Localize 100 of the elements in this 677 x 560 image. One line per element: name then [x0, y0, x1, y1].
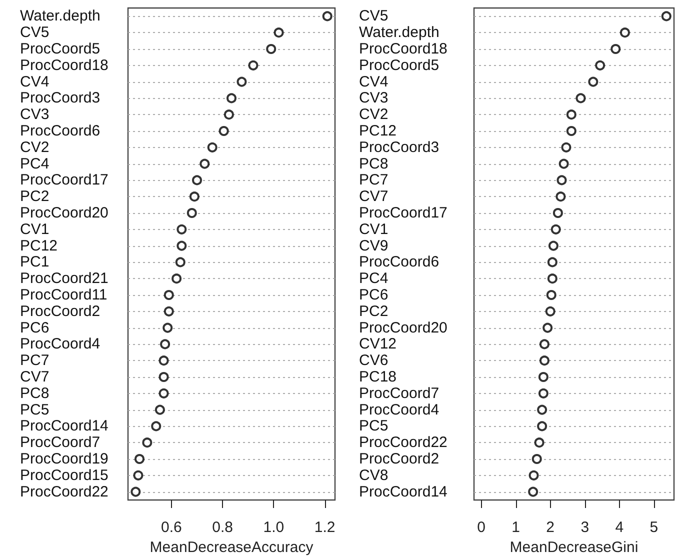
point [154, 404, 165, 415]
point [550, 224, 560, 234]
y-tick-label: CV9 [358, 237, 388, 254]
point [555, 192, 566, 202]
point [274, 28, 284, 38]
point [552, 208, 562, 218]
y-tick-label: PC8 [20, 384, 50, 402]
point [176, 240, 187, 251]
y-tick-label: ProcCoord11 [20, 286, 108, 304]
y-tick-label: ProcCoord5 [358, 56, 439, 74]
y-tick-label: CV4 [20, 73, 50, 90]
y-tick-label: ProcCoord5 [20, 40, 100, 58]
y-tick-label: ProcCoord21 [20, 270, 108, 288]
y-tick-label: ProcCoord20 [20, 204, 108, 222]
x-tick-label: 4 [614, 519, 624, 536]
y-tick-label: CV7 [20, 368, 50, 386]
y-tick-label: CV2 [20, 138, 50, 156]
y-tick-label: CV6 [358, 352, 388, 370]
point [538, 356, 549, 366]
point [538, 339, 549, 350]
point [546, 257, 557, 268]
point [186, 208, 197, 218]
y-tick-label: ProcCoord7 [20, 434, 100, 452]
y-tick-label: PC8 [358, 155, 388, 172]
point [322, 11, 332, 22]
point [544, 306, 555, 316]
y-tick-label: PC5 [358, 418, 388, 435]
point [172, 274, 182, 284]
x-tick-label: 1.2 [314, 519, 336, 536]
point [164, 306, 174, 316]
y-tick-label: ProcCoord6 [20, 122, 100, 140]
point [218, 126, 229, 136]
x-tick-label: 0.8 [212, 519, 233, 536]
y-tick-label: CV3 [358, 90, 388, 107]
y-tick-label: ProcCoord2 [20, 302, 100, 320]
y-tick-label: PC2 [358, 302, 388, 320]
point [546, 290, 556, 300]
y-tick-label: ProcCoord14 [358, 483, 447, 500]
y-tick-label: PC7 [20, 352, 50, 370]
point [248, 60, 258, 70]
point [266, 44, 276, 54]
y-tick-label: ProcCoord6 [358, 254, 439, 271]
point [224, 110, 234, 120]
y-tick-label: CV7 [358, 188, 388, 206]
point [534, 438, 544, 448]
y-tick-label: CV1 [20, 220, 50, 238]
y-tick-label: PC6 [358, 286, 388, 304]
y-tick-label: ProcCoord15 [20, 466, 108, 484]
point [200, 158, 210, 169]
point [134, 454, 144, 464]
y-tick-label: CV4 [358, 73, 388, 90]
point [594, 60, 605, 70]
point [546, 274, 557, 284]
x-tick-label: 3 [580, 519, 589, 536]
point [162, 322, 173, 333]
point [176, 224, 187, 234]
point [207, 142, 218, 152]
x-tick-label: 2 [546, 519, 554, 536]
y-tick-label: ProcCoord19 [20, 450, 108, 468]
point [528, 486, 538, 497]
y-tick-label: PC2 [20, 188, 50, 206]
point [588, 76, 598, 87]
point [133, 470, 144, 480]
y-tick-label: ProcCoord18 [20, 56, 108, 74]
point [619, 28, 630, 38]
point [528, 470, 538, 480]
y-tick-label: ProcCoord2 [358, 450, 439, 468]
point [236, 76, 247, 87]
y-tick-label: ProcCoord22 [20, 483, 108, 500]
point [536, 421, 547, 432]
point [560, 142, 571, 152]
y-tick-label: PC5 [20, 401, 50, 418]
y-tick-label: PC12 [20, 237, 58, 254]
y-tick-label: Water.depth [20, 8, 100, 25]
y-tick-label: ProcCoord3 [358, 138, 439, 156]
y-tick-label: PC18 [358, 368, 396, 386]
y-tick-label: ProcCoord22 [358, 434, 447, 452]
point [660, 11, 671, 22]
point [164, 290, 174, 300]
point [175, 257, 186, 268]
point [566, 110, 576, 120]
point [151, 421, 162, 432]
point [160, 339, 170, 350]
x-axis-title: MeanDecreaseAccuracy [150, 539, 314, 556]
y-tick-label: PC12 [358, 122, 396, 140]
point [542, 322, 552, 333]
point [566, 126, 576, 136]
y-tick-label: CV3 [20, 106, 50, 124]
point [130, 486, 141, 497]
point [556, 175, 566, 186]
point [189, 192, 200, 202]
y-tick-label: CV5 [20, 24, 50, 42]
x-tick-label: 1.0 [263, 519, 284, 536]
y-tick-label: ProcCoord17 [20, 172, 108, 189]
x-tick-label: 0.6 [161, 519, 182, 536]
y-tick-label: CV2 [358, 106, 388, 124]
y-tick-label: ProcCoord4 [358, 401, 439, 418]
y-tick-label: ProcCoord18 [358, 40, 447, 58]
y-tick-label: PC7 [358, 172, 388, 189]
y-tick-label: ProcCoord7 [358, 384, 439, 402]
